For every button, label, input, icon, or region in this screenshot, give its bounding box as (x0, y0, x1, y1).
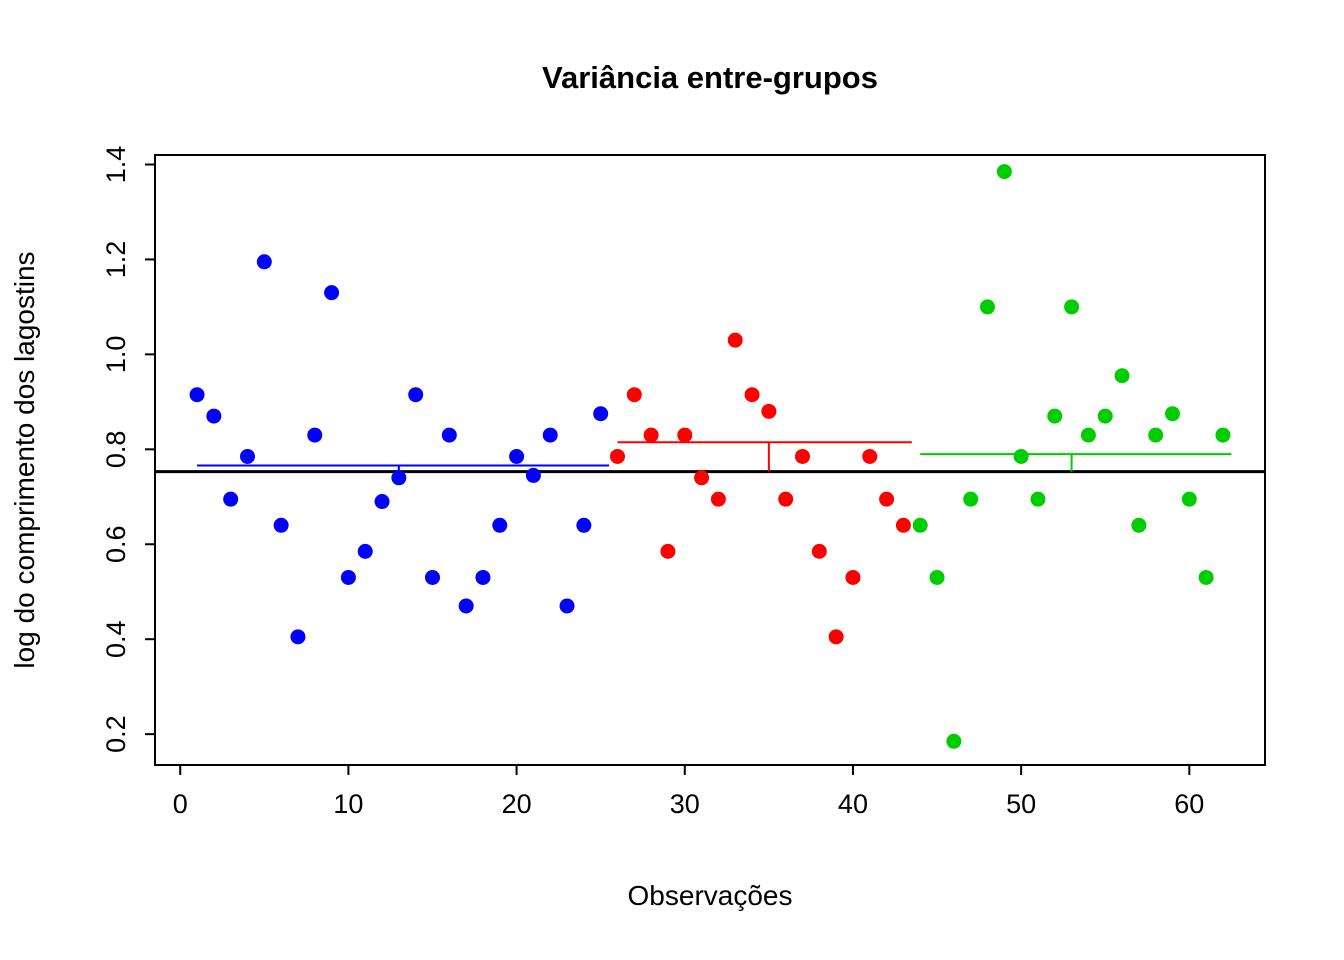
y-tick-label: 0.6 (101, 525, 131, 563)
y-tick-label: 1.4 (101, 146, 131, 184)
data-point-grupo-2 (660, 543, 676, 559)
data-point-grupo-2 (879, 491, 895, 507)
data-point-grupo-2 (895, 517, 911, 533)
data-point-grupo-2 (795, 448, 810, 464)
data-point-grupo-2 (744, 387, 760, 403)
data-point-grupo-1 (189, 387, 205, 403)
y-tick-label: 0.8 (101, 431, 131, 469)
data-point-grupo-2 (610, 448, 625, 464)
data-point-grupo-3 (1030, 491, 1046, 507)
data-point-grupo-1 (593, 406, 609, 422)
data-point-grupo-1 (206, 408, 222, 424)
data-point-grupo-3 (1080, 427, 1096, 443)
plot-area: 0 10 20 30 40 50 60 0.2 0.4 0.6 0.8 1.0 1.2 1.4 (101, 146, 1266, 819)
data-point-grupo-2 (845, 569, 861, 585)
y-tick-label: 1.2 (101, 241, 131, 279)
data-point-grupo-1 (509, 448, 525, 464)
plot-box (154, 154, 1266, 766)
data-point-grupo-1 (357, 543, 373, 559)
x-tick-label: 10 (333, 789, 363, 819)
data-point-grupo-3 (946, 733, 962, 749)
data-point-grupo-1 (240, 448, 255, 464)
data-point-grupo-1 (223, 491, 239, 507)
data-point-grupo-1 (576, 517, 592, 533)
data-point-grupo-3 (996, 164, 1012, 180)
x-tick-label: 40 (838, 789, 868, 819)
y-tick-label: 0.2 (101, 715, 131, 753)
data-point-grupo-1 (425, 569, 440, 585)
x-tick-label: 0 (173, 789, 188, 819)
data-point-grupo-1 (542, 427, 558, 443)
x-tick-label: 20 (502, 789, 532, 819)
x-axis-label: Observações (628, 880, 793, 911)
data-point-grupo-3 (1013, 448, 1029, 464)
data-point-grupo-3 (1097, 408, 1113, 424)
data-point-grupo-3 (929, 569, 945, 585)
data-point-grupo-3 (1181, 491, 1197, 507)
data-point-grupo-1 (559, 598, 575, 614)
y-axis-label: log do comprimento dos lagostins (9, 251, 40, 668)
data-point-grupo-1 (307, 427, 323, 443)
data-point-grupo-3 (1148, 427, 1164, 443)
data-point-grupo-2 (761, 403, 777, 419)
data-point-grupo-3 (1047, 408, 1063, 424)
data-point-grupo-3 (912, 517, 928, 533)
data-point-grupo-1 (324, 285, 340, 301)
data-point-grupo-2 (694, 470, 710, 486)
data-point-grupo-2 (811, 543, 827, 559)
y-tick-label: 1.0 (101, 336, 131, 374)
data-point-grupo-3 (1114, 368, 1130, 384)
data-point-grupo-2 (862, 448, 878, 464)
data-point-grupo-1 (391, 470, 407, 486)
data-point-grupo-1 (408, 387, 424, 403)
data-point-grupo-2 (626, 387, 642, 403)
data-point-grupo-3 (1215, 427, 1231, 443)
x-tick-label: 60 (1174, 789, 1204, 819)
data-point-grupo-1 (475, 569, 491, 585)
data-point-grupo-1 (374, 494, 390, 510)
data-point-grupo-3 (1198, 569, 1214, 585)
y-tick-label: 0.4 (101, 620, 131, 658)
data-point-grupo-1 (525, 467, 541, 483)
data-point-grupo-1 (273, 517, 289, 533)
data-point-grupo-2 (778, 491, 794, 507)
data-point-grupo-3 (1131, 517, 1147, 533)
data-point-grupo-3 (1064, 299, 1080, 315)
data-point-grupo-2 (828, 629, 844, 645)
data-point-grupo-3 (963, 491, 979, 507)
data-point-grupo-2 (727, 332, 743, 348)
data-point-grupo-3 (1165, 406, 1180, 422)
data-point-grupo-1 (458, 598, 474, 614)
x-tick-label: 50 (1006, 789, 1036, 819)
data-point-grupo-1 (256, 254, 272, 270)
x-tick-label: 30 (670, 789, 700, 819)
data-point-grupo-2 (643, 427, 659, 443)
data-point-grupo-1 (441, 427, 457, 443)
data-point-grupo-1 (492, 517, 508, 533)
data-point-grupo-3 (980, 299, 995, 315)
data-point-grupo-2 (710, 491, 726, 507)
data-point-grupo-2 (677, 427, 693, 443)
chart-title: Variância entre-grupos (542, 60, 878, 95)
data-point-grupo-1 (290, 629, 306, 645)
data-point-grupo-1 (340, 569, 356, 585)
